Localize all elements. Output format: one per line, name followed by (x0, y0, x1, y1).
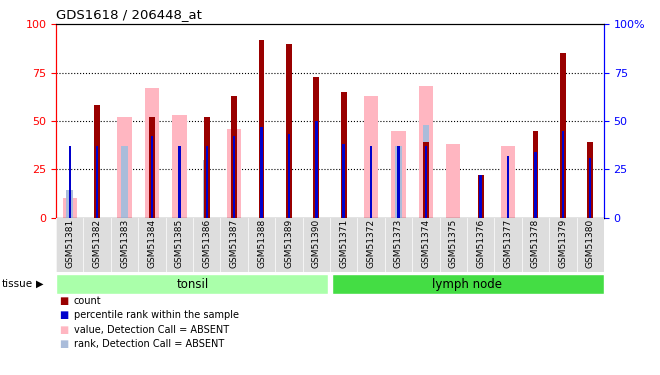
Text: GSM51384: GSM51384 (147, 219, 156, 268)
Text: GSM51374: GSM51374 (421, 219, 430, 268)
Text: count: count (74, 296, 102, 306)
Bar (121, 146, 128, 218)
Bar (204, 117, 210, 218)
Bar (148, 135, 155, 218)
Bar (341, 92, 346, 218)
Text: GSM51389: GSM51389 (284, 219, 294, 268)
Bar (286, 44, 292, 218)
Bar (507, 156, 510, 218)
Text: GSM51386: GSM51386 (202, 219, 211, 268)
Bar (94, 105, 100, 218)
Text: GSM51379: GSM51379 (558, 219, 568, 268)
Bar (589, 158, 591, 218)
Bar (233, 136, 236, 218)
Bar (423, 142, 429, 218)
Text: tonsil: tonsil (177, 278, 209, 291)
Bar (145, 88, 159, 218)
Bar (332, 274, 604, 294)
Text: value, Detection Call = ABSENT: value, Detection Call = ABSENT (74, 325, 229, 334)
Bar (391, 130, 406, 218)
Text: tissue: tissue (1, 279, 32, 289)
Text: GSM51371: GSM51371 (339, 219, 348, 268)
Bar (418, 86, 433, 218)
Text: GSM51373: GSM51373 (394, 219, 403, 268)
Bar (446, 144, 461, 218)
Bar (178, 146, 181, 218)
Bar (205, 146, 208, 218)
Bar (534, 152, 537, 217)
Text: ■: ■ (59, 296, 69, 306)
Bar (117, 117, 132, 218)
Bar (259, 40, 265, 218)
Bar (343, 144, 345, 218)
Bar (370, 146, 372, 218)
Text: ■: ■ (59, 325, 69, 334)
Text: GSM51382: GSM51382 (92, 219, 102, 268)
Text: GSM51383: GSM51383 (120, 219, 129, 268)
Text: ▶: ▶ (36, 279, 44, 289)
Text: ■: ■ (59, 339, 69, 349)
Text: lymph node: lymph node (432, 278, 502, 291)
Bar (63, 198, 77, 217)
Bar (203, 160, 210, 218)
Text: GSM51378: GSM51378 (531, 219, 540, 268)
Bar (478, 175, 484, 217)
Bar (479, 175, 482, 217)
Bar (501, 146, 515, 218)
Text: GSM51390: GSM51390 (312, 219, 321, 268)
Bar (533, 130, 539, 218)
Bar (56, 274, 328, 294)
Bar (150, 136, 153, 218)
Text: ■: ■ (59, 310, 69, 320)
Bar (227, 129, 242, 217)
Bar (397, 146, 400, 218)
Bar (172, 115, 187, 218)
Text: GSM51385: GSM51385 (175, 219, 184, 268)
Bar (587, 142, 593, 218)
Text: GSM51380: GSM51380 (585, 219, 595, 268)
Text: percentile rank within the sample: percentile rank within the sample (74, 310, 239, 320)
Bar (562, 130, 564, 218)
Bar (67, 190, 73, 217)
Bar (364, 96, 378, 218)
Bar (149, 117, 155, 218)
Bar (69, 146, 71, 218)
Text: GSM51381: GSM51381 (65, 219, 75, 268)
Bar (315, 121, 317, 218)
Text: GDS1618 / 206448_at: GDS1618 / 206448_at (56, 8, 202, 21)
Bar (288, 135, 290, 218)
Bar (422, 125, 429, 217)
Text: rank, Detection Call = ABSENT: rank, Detection Call = ABSENT (74, 339, 224, 349)
Bar (560, 53, 566, 217)
Text: GSM51375: GSM51375 (449, 219, 458, 268)
Bar (424, 146, 427, 218)
Text: GSM51388: GSM51388 (257, 219, 266, 268)
Bar (260, 127, 263, 218)
Text: GSM51377: GSM51377 (504, 219, 513, 268)
Text: GSM51372: GSM51372 (366, 219, 376, 268)
Bar (231, 96, 237, 218)
Text: GSM51376: GSM51376 (476, 219, 485, 268)
Bar (395, 146, 402, 218)
Bar (96, 146, 98, 218)
Bar (314, 76, 319, 218)
Text: GSM51387: GSM51387 (230, 219, 239, 268)
